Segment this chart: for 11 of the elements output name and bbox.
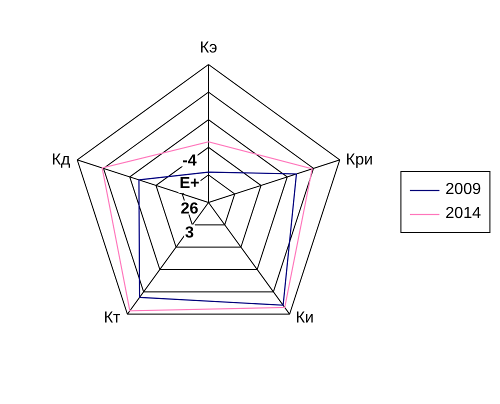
spoke-label: Кри bbox=[346, 151, 373, 168]
text: 3 bbox=[185, 224, 194, 242]
spoke-label: Кэ bbox=[200, 40, 218, 56]
text: E+ bbox=[179, 175, 200, 192]
spoke-label: Ки bbox=[296, 310, 314, 327]
spoke-label: Кд bbox=[52, 151, 71, 168]
legend-label: 2009 bbox=[445, 181, 481, 199]
legend-label: 2014 bbox=[445, 205, 481, 223]
text: -4 bbox=[182, 152, 197, 170]
spoke-label: Кт bbox=[104, 310, 122, 327]
text: 26 bbox=[180, 200, 198, 218]
